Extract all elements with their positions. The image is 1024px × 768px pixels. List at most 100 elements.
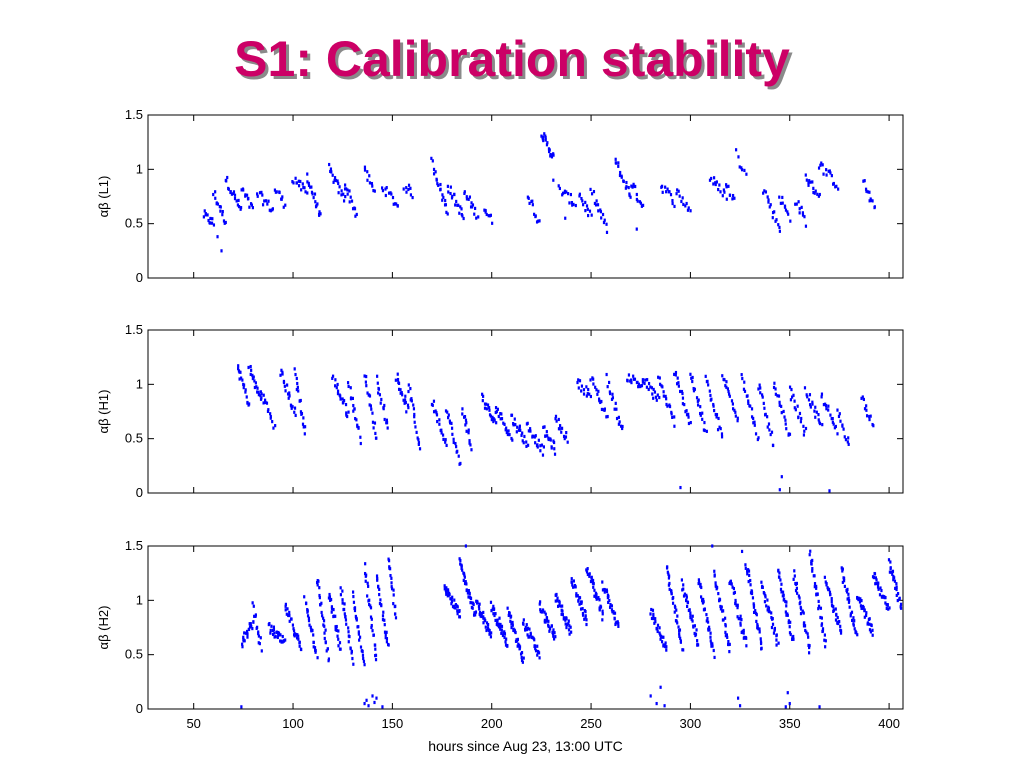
data-point [249,364,252,369]
data-point [370,625,373,630]
data-point [534,214,537,219]
data-point [685,598,688,603]
data-point [606,414,609,419]
data-point [500,417,504,421]
data-point [307,181,310,185]
data-point [271,632,275,637]
data-point [303,432,306,436]
data-point [637,385,640,389]
data-point [442,195,445,200]
data-point [314,650,317,654]
data-point [576,594,579,598]
data-point [447,416,450,420]
data-point [342,398,346,403]
data-point [895,587,898,592]
data-point [568,201,571,205]
data-point [536,653,539,657]
data-point [677,381,680,385]
data-point [784,599,787,604]
data-point [475,216,478,220]
data-point [492,612,495,616]
data-point [371,420,375,424]
data-point [322,619,326,623]
data-point [545,430,548,434]
data-point [778,229,781,233]
data-point [611,610,614,614]
data-point [795,202,798,206]
data-point [862,397,866,402]
data-point [733,196,736,200]
data-point [844,438,848,442]
data-point [256,386,259,390]
data-point [609,602,612,607]
data-point [317,579,320,583]
data-point [821,627,825,631]
data-point [448,419,451,423]
data-point [202,215,205,219]
data-point [278,190,281,195]
data-point [722,188,725,192]
data-point [768,205,771,209]
data-point [687,421,691,426]
data-point [662,635,665,639]
data-point [250,368,253,372]
data-point [564,618,567,622]
data-point [463,190,466,194]
data-point [493,418,496,422]
data-point [237,198,240,203]
data-point [544,434,547,438]
data-point [586,567,589,571]
data-point [405,410,408,414]
data-point [601,212,605,217]
data-point [230,192,234,196]
data-point [632,374,635,378]
data-point [585,618,588,622]
data-point [517,428,521,432]
data-point [385,640,389,644]
data-point [720,605,723,609]
data-point [357,632,360,636]
data-point [684,410,687,414]
data-point [453,598,456,602]
data-point [723,190,726,194]
data-point [733,408,736,412]
data-point [392,593,395,597]
data-point [619,424,623,428]
data-point [435,413,439,417]
data-point [375,696,378,700]
data-point [359,645,363,649]
data-point [253,614,256,618]
data-point [657,375,660,379]
data-point [544,612,547,616]
data-point [329,167,333,171]
data-point [342,192,345,196]
data-point [644,378,647,382]
data-point [508,433,511,437]
data-point [367,704,370,708]
data-point [711,642,714,646]
data-point [679,389,682,394]
data-point [814,189,817,193]
data-point [682,587,685,591]
data-point [545,619,549,623]
data-point [792,637,795,641]
data-point [462,216,465,221]
y-tick-label: 1 [136,161,143,176]
axes-frame [147,545,904,710]
data-point [374,653,378,657]
data-point [745,172,748,176]
data-point [450,421,453,425]
data-point [717,187,720,192]
data-point [793,406,796,410]
data-point [781,195,784,200]
data-point [336,634,339,638]
data-point [820,616,823,620]
data-point [552,634,555,638]
data-point [403,398,407,402]
data-point [612,611,615,615]
data-point [461,568,464,572]
data-point [794,202,797,206]
data-point [734,410,737,414]
data-point [271,628,274,633]
data-point [322,616,325,620]
